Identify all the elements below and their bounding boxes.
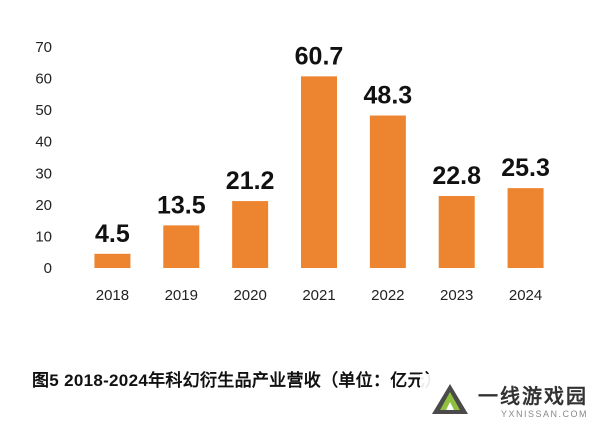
data-label: 4.5 xyxy=(95,220,130,248)
data-label: 22.8 xyxy=(432,162,481,190)
y-tick-label: 30 xyxy=(35,165,52,182)
y-tick-label: 10 xyxy=(35,228,52,245)
x-tick-label: 2022 xyxy=(371,287,404,304)
watermark: 一线游戏园 YXNISSAN.COM xyxy=(420,374,604,425)
data-label: 48.3 xyxy=(364,82,413,110)
bar xyxy=(163,225,200,268)
x-tick-label: 2018 xyxy=(96,287,129,304)
watermark-logo-icon xyxy=(432,383,468,414)
y-tick-label: 0 xyxy=(44,260,52,277)
data-label: 21.2 xyxy=(226,167,275,195)
x-tick-label: 2023 xyxy=(440,287,473,304)
bar xyxy=(232,201,269,268)
y-tick-label: 50 xyxy=(35,102,52,119)
y-tick-label: 20 xyxy=(35,197,52,214)
x-tick-label: 2024 xyxy=(509,287,542,304)
data-labels: 4.5 13.5 21.2 60.7 48.3 22.8 25.3 xyxy=(95,42,550,247)
data-label: 60.7 xyxy=(295,42,344,70)
watermark-url: YXNISSAN.COM xyxy=(500,409,588,419)
y-tick-label: 70 xyxy=(35,39,52,56)
x-tick-label: 2021 xyxy=(302,287,335,304)
y-axis-ticks: 0 10 20 30 40 50 60 70 xyxy=(35,39,52,277)
figure-caption: 图5 2018-2024年科幻衍生品产业营收（单位：亿元） xyxy=(32,371,443,390)
y-tick-label: 60 xyxy=(35,71,52,88)
x-tick-label: 2020 xyxy=(233,287,266,304)
x-axis-ticks: 2018 2019 2020 2021 2022 2023 2024 xyxy=(96,287,543,304)
x-tick-label: 2019 xyxy=(165,287,198,304)
bar xyxy=(94,253,131,268)
data-label: 13.5 xyxy=(157,191,206,219)
watermark-name: 一线游戏园 xyxy=(478,386,588,408)
data-label: 25.3 xyxy=(501,154,550,182)
bar xyxy=(301,76,337,269)
y-tick-label: 40 xyxy=(35,134,52,151)
bar xyxy=(369,115,406,268)
bars xyxy=(94,76,544,269)
bar xyxy=(438,196,475,268)
bar-chart: 0 10 20 30 40 50 60 70 2018 2019 2020 2021 2022 2023… xyxy=(35,39,550,304)
bar xyxy=(507,188,544,268)
